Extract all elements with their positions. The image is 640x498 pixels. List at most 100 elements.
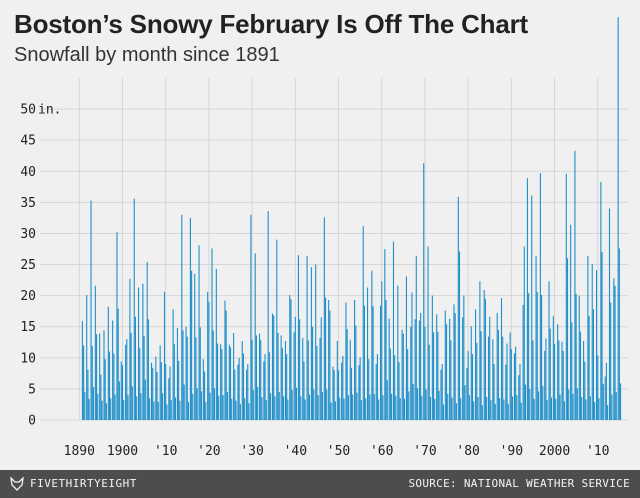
snowfall-bar [533,398,535,420]
snowfall-bar [441,364,443,420]
snowfall-bar [451,397,453,420]
snowfall-bar [251,339,253,420]
x-tick-label: '40 [284,444,307,459]
snowfall-bar [91,346,93,420]
snowfall-bar [287,399,289,420]
snowfall-bar [343,398,345,420]
snowfall-bar [87,369,89,420]
snowfall-bar [169,366,171,420]
snowfall-bar [594,401,596,420]
snowfall-bar [385,299,387,420]
snowfall-bar [304,399,306,420]
snowfall-bar [375,364,377,420]
snowfall-bar [254,253,256,420]
snowfall-bar [384,249,386,420]
snowfall-bar [229,347,232,420]
snowfall-bar [290,299,292,420]
snowfall-bar [224,300,226,420]
snowfall-bar [476,342,478,420]
snowfall-bar [471,354,474,420]
snowfall-bar [303,361,305,420]
snowfall-bar [436,314,438,420]
snowfall-bar [513,353,516,420]
snowfall-bar [598,398,600,420]
snowfall-bar [260,339,262,420]
snowfall-bar [346,329,348,420]
snowfall-bar [402,333,404,420]
snowfall-bar [358,365,360,420]
snowfall-bar [415,255,417,420]
snowfall-bar [191,270,193,420]
snowfall-bar [159,345,161,420]
snowfall-bar [545,338,547,420]
snowfall-bar-chart: 0 5 10 15 20 25 30 35 40 45 50 in. 1890 1900 '10 '20 '3… [20,17,628,459]
snowfall-bar [367,287,369,420]
snowfall-bar [313,389,315,420]
snowfall-bar [204,371,206,420]
snowfall-bar [416,388,419,420]
snowfall-bar [142,283,144,420]
snowfall-bar [81,321,83,420]
snowfall-bar [273,315,275,420]
snowfall-bar [241,341,243,420]
snowfall-bar [574,150,576,420]
snowfall-bar [228,344,230,420]
snowfall-bar [581,396,583,420]
snowfall-bar [418,320,420,420]
snowfall-bar [497,329,499,420]
snowfall-bar [601,252,603,420]
snowfall-bar [121,365,124,420]
snowfall-bar [550,397,552,420]
snowfall-bar [470,326,472,420]
snowfall-bar [555,398,557,420]
snowfall-bar [509,332,511,420]
snowfall-bar [490,400,492,420]
snowfall-bar [407,349,409,420]
snowfall-bar [220,344,222,420]
snowfall-bar [463,295,465,420]
snowfall-bar [386,380,388,420]
snowfall-bar [529,388,531,420]
snowfall-bar [270,393,272,420]
snowfall-bar [248,403,250,420]
snowfall-bar [382,395,384,420]
snowfall-bar [376,354,378,420]
snowfall-bar [381,281,383,420]
snowfall-bar [455,403,457,420]
snowfall-bar [88,398,90,420]
snowfall-bar [218,395,220,420]
snowfall-bar [131,386,133,420]
snowfall-bar [265,400,267,420]
snowfall-bar [325,297,327,420]
snowfall-bar [403,398,406,420]
snowfall-bar [585,399,587,420]
snowfall-bar [479,281,481,420]
snowfall-bar [467,350,469,420]
snowfall-bar [120,361,122,420]
snowfall-bar [440,369,442,420]
snowfall-bar [103,330,105,420]
snowfall-bar [168,378,170,420]
snowfall-bar [458,251,461,420]
snowfall-bar [295,387,298,420]
snowfall-bar [283,396,285,420]
snowfall-bar [125,344,127,420]
snowfall-bar [421,395,423,420]
snowfall-bar [425,389,427,420]
snowfall-bar [444,310,446,420]
snowfall-bar [244,398,246,420]
snowfall-bar [212,330,214,420]
snowfall-bar [520,402,522,420]
snowfall-bar [308,394,311,420]
snowfall-bar [571,322,573,420]
snowfall-bar [473,401,475,420]
chart-title: Boston’s Snowy February Is Off The Chart [14,9,528,39]
snowfall-bar [611,394,613,420]
snowfall-bar [163,291,166,420]
snowfall-bar [434,398,436,420]
snowfall-bar [423,163,425,420]
snowfall-bar [328,299,330,420]
snowfall-bar [234,369,236,420]
snowfall-bar [189,217,191,420]
snowfall-bar [394,355,396,420]
